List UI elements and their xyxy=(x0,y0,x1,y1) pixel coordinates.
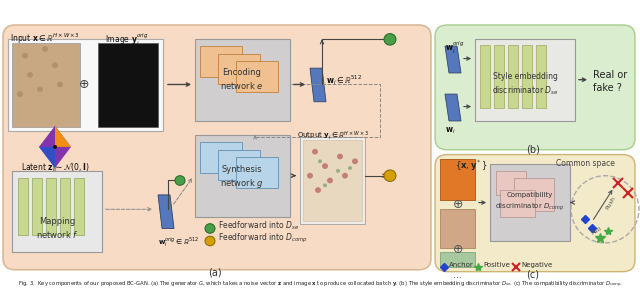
FancyBboxPatch shape xyxy=(236,62,278,92)
Text: $\oplus$: $\oplus$ xyxy=(452,243,463,256)
Circle shape xyxy=(323,183,327,187)
FancyBboxPatch shape xyxy=(440,159,475,200)
Circle shape xyxy=(342,173,348,178)
FancyBboxPatch shape xyxy=(8,39,163,131)
Polygon shape xyxy=(55,126,71,147)
Circle shape xyxy=(348,166,352,170)
Polygon shape xyxy=(445,94,461,121)
FancyBboxPatch shape xyxy=(18,178,28,235)
Text: (c): (c) xyxy=(527,270,540,280)
Text: $\oplus$: $\oplus$ xyxy=(452,198,463,211)
Text: $\oplus$: $\oplus$ xyxy=(78,78,90,91)
Text: Negative: Negative xyxy=(521,262,552,268)
Text: Synthesis
network $g$: Synthesis network $g$ xyxy=(220,165,264,190)
Polygon shape xyxy=(39,147,55,168)
Text: Pull: Pull xyxy=(590,226,602,236)
FancyBboxPatch shape xyxy=(200,46,242,77)
Circle shape xyxy=(53,145,57,149)
Circle shape xyxy=(318,159,322,163)
FancyBboxPatch shape xyxy=(3,25,431,270)
Text: Common space: Common space xyxy=(556,159,614,168)
FancyBboxPatch shape xyxy=(494,45,504,108)
FancyBboxPatch shape xyxy=(496,171,526,195)
Circle shape xyxy=(384,34,396,45)
FancyBboxPatch shape xyxy=(440,253,475,267)
FancyBboxPatch shape xyxy=(12,43,80,127)
FancyBboxPatch shape xyxy=(303,140,362,221)
Text: $\mathbf{w}_i^{orig}\in\mathbb{R}^{512}$: $\mathbf{w}_i^{orig}\in\mathbb{R}^{512}$ xyxy=(158,235,199,249)
FancyBboxPatch shape xyxy=(435,155,635,272)
Text: $\mathbf{w}_i^{orig}$: $\mathbf{w}_i^{orig}$ xyxy=(445,40,464,57)
FancyBboxPatch shape xyxy=(490,164,570,241)
Text: Anchor: Anchor xyxy=(449,262,474,268)
Circle shape xyxy=(307,173,313,178)
Circle shape xyxy=(57,81,63,87)
FancyBboxPatch shape xyxy=(522,45,532,108)
Circle shape xyxy=(17,91,23,97)
FancyBboxPatch shape xyxy=(200,142,242,173)
Text: Compatibility
discriminator $D_{comp}$: Compatibility discriminator $D_{comp}$ xyxy=(495,192,564,213)
FancyBboxPatch shape xyxy=(195,135,290,217)
Circle shape xyxy=(27,72,33,78)
FancyBboxPatch shape xyxy=(480,45,490,108)
Circle shape xyxy=(312,149,318,155)
FancyBboxPatch shape xyxy=(475,39,575,121)
Polygon shape xyxy=(39,126,71,168)
Circle shape xyxy=(42,46,48,52)
Text: (b): (b) xyxy=(526,145,540,155)
Text: Positive: Positive xyxy=(483,262,510,268)
Circle shape xyxy=(384,170,396,181)
FancyBboxPatch shape xyxy=(236,157,278,188)
FancyBboxPatch shape xyxy=(218,54,260,84)
Text: Latent $\mathbf{z}_i\sim\mathcal{N}(0,\mathbf{I})$: Latent $\mathbf{z}_i\sim\mathcal{N}(0,\m… xyxy=(20,161,90,174)
Text: $\mathbf{w}_i$: $\mathbf{w}_i$ xyxy=(445,126,456,136)
Circle shape xyxy=(352,159,358,164)
Text: Fig. 3.  Key components of our proposed BC-GAN. (a) The generator $G$, which tak: Fig. 3. Key components of our proposed B… xyxy=(18,280,622,290)
FancyBboxPatch shape xyxy=(12,171,102,253)
Text: Style embedding
discriminator $D_{se}$: Style embedding discriminator $D_{se}$ xyxy=(492,72,558,97)
Circle shape xyxy=(322,163,328,169)
FancyBboxPatch shape xyxy=(500,190,535,217)
FancyBboxPatch shape xyxy=(435,25,635,150)
FancyBboxPatch shape xyxy=(195,39,290,121)
Circle shape xyxy=(336,169,340,173)
Polygon shape xyxy=(158,195,174,229)
FancyBboxPatch shape xyxy=(32,178,42,235)
Text: (a): (a) xyxy=(208,268,222,278)
FancyBboxPatch shape xyxy=(218,150,260,180)
FancyBboxPatch shape xyxy=(46,178,56,235)
FancyBboxPatch shape xyxy=(514,178,554,211)
Circle shape xyxy=(205,224,215,233)
Circle shape xyxy=(37,86,43,92)
Text: Real or
fake ?: Real or fake ? xyxy=(593,70,627,93)
Circle shape xyxy=(327,178,333,183)
Text: Output $\mathbf{y}_i\in\mathbb{R}^{H\times W\times 3}$: Output $\mathbf{y}_i\in\mathbb{R}^{H\tim… xyxy=(297,130,369,142)
Polygon shape xyxy=(445,46,461,73)
Circle shape xyxy=(315,187,321,193)
Text: $\mathbf{w}_i\in\mathbb{R}^{512}$: $\mathbf{w}_i\in\mathbb{R}^{512}$ xyxy=(326,73,362,87)
FancyBboxPatch shape xyxy=(300,137,365,224)
FancyBboxPatch shape xyxy=(60,178,70,235)
FancyBboxPatch shape xyxy=(536,45,546,108)
FancyBboxPatch shape xyxy=(74,178,84,235)
Text: Push: Push xyxy=(605,195,617,210)
Polygon shape xyxy=(310,68,326,102)
FancyBboxPatch shape xyxy=(440,209,475,248)
FancyBboxPatch shape xyxy=(98,43,158,127)
Text: ...: ... xyxy=(454,270,463,280)
Text: Input $\mathbf{x}\in\mathbb{R}^{H\times W\times 3}$: Input $\mathbf{x}\in\mathbb{R}^{H\times … xyxy=(10,32,80,46)
Text: $\{\mathbf{x},\mathbf{y}^*\}$: $\{\mathbf{x},\mathbf{y}^*\}$ xyxy=(455,159,487,173)
FancyBboxPatch shape xyxy=(508,45,518,108)
Text: Encoding
network $e$: Encoding network $e$ xyxy=(220,68,264,91)
Text: Feedforward into $D_{se}$: Feedforward into $D_{se}$ xyxy=(218,219,299,232)
Circle shape xyxy=(22,53,28,59)
Text: Image $\mathbf{y}_i^{orig}$: Image $\mathbf{y}_i^{orig}$ xyxy=(105,32,148,48)
Text: Mapping
network $f$: Mapping network $f$ xyxy=(36,217,78,240)
Circle shape xyxy=(337,154,343,159)
Circle shape xyxy=(175,176,185,185)
Circle shape xyxy=(52,62,58,68)
Text: Feedforward into $D_{comp}$: Feedforward into $D_{comp}$ xyxy=(218,231,308,245)
Circle shape xyxy=(205,236,215,246)
